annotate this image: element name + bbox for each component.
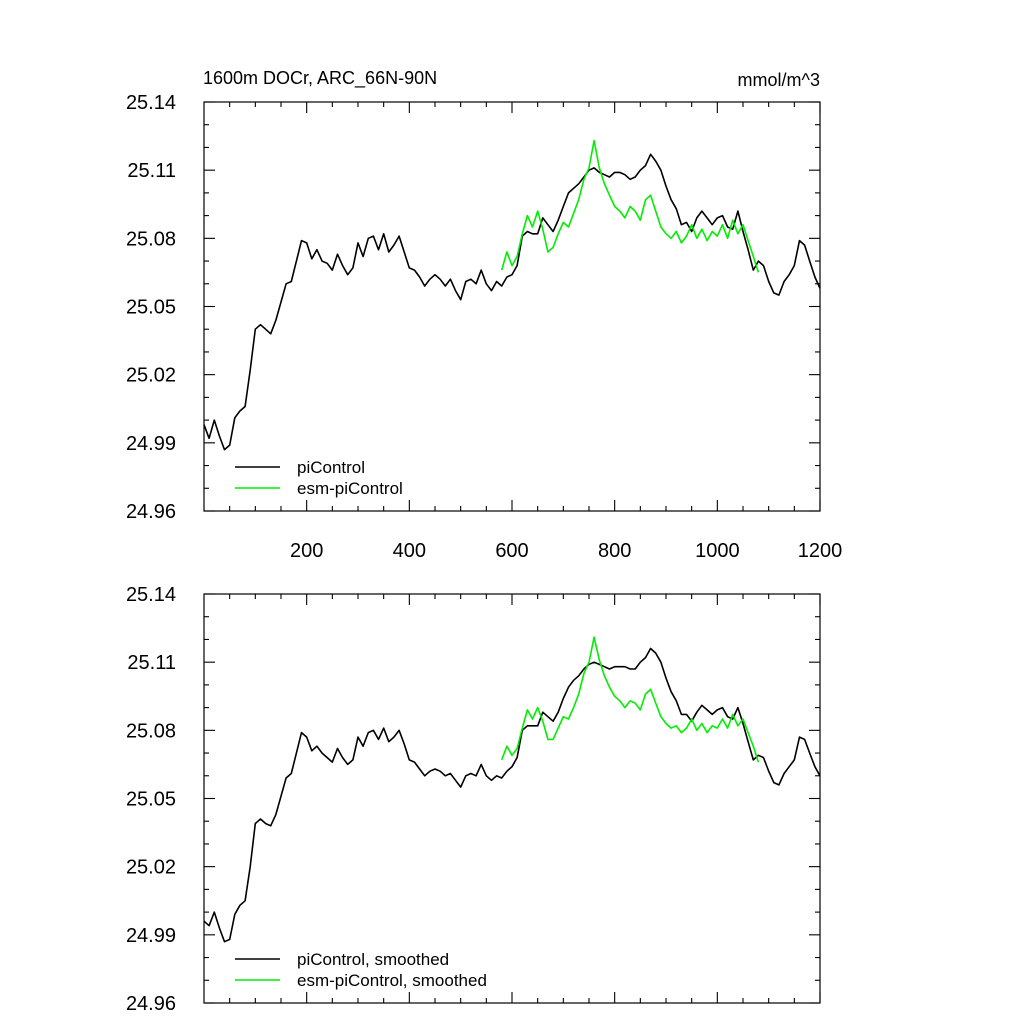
- y-tick-label: 24.99: [126, 925, 176, 947]
- y-tick-label: 25.14: [126, 92, 176, 114]
- x-tick-label: 600: [495, 540, 528, 562]
- series-line-picontrol: [203, 153, 821, 451]
- chart-panel-raw: 24.96 24.99 25.02 25.05 25.08 25.11 25.14 200 40…: [126, 92, 842, 562]
- x-tick-label: 1200: [798, 540, 843, 562]
- y-tick-label: 24.96: [126, 501, 176, 523]
- y-tick-label: 25.08: [126, 720, 176, 742]
- series-line-esm-picontrol-smoothed: [500, 636, 760, 763]
- y-tick-label: 25.14: [126, 584, 176, 606]
- chart-panel-smoothed: 24.96 24.99 25.02 25.05 25.08 25.11 25.14 piCon…: [126, 584, 821, 1015]
- legend-label: piControl, smoothed: [297, 950, 449, 969]
- y-tick-label: 25.05: [126, 789, 176, 811]
- series-line-esm-picontrol: [500, 139, 760, 273]
- legend-label: esm-piControl, smoothed: [297, 971, 487, 990]
- x-tick-label: 400: [393, 540, 426, 562]
- x-tick-label: 1000: [695, 540, 740, 562]
- y-tick-label: 25.11: [127, 160, 176, 182]
- legend-label: esm-piControl: [297, 479, 403, 498]
- y-tick-label: 24.99: [126, 433, 176, 455]
- plot-frame: [203, 593, 821, 1004]
- plot-title: 1600m DOCr, ARC_66N-90N: [203, 68, 437, 89]
- plot-frame: [203, 101, 821, 512]
- y-tick-label: 25.11: [127, 652, 176, 674]
- x-tick-label: 800: [598, 540, 631, 562]
- legend-label: piControl: [297, 458, 365, 477]
- y-tick-label: 25.08: [126, 228, 176, 250]
- y-tick-label: 24.96: [126, 993, 176, 1015]
- series-line-picontrol-smoothed: [203, 647, 821, 943]
- y-tick-label: 25.02: [126, 365, 176, 387]
- x-tick-label: 200: [290, 540, 323, 562]
- y-tick-label: 25.05: [126, 297, 176, 319]
- y-tick-label: 25.02: [126, 857, 176, 879]
- units-label: mmol/m^3: [738, 70, 820, 90]
